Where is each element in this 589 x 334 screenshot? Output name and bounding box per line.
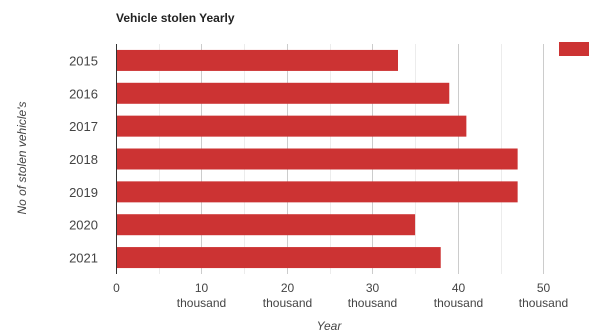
bar-2020[interactable]: [116, 214, 416, 236]
bar-2021[interactable]: [116, 247, 441, 269]
x-axis-title: Year: [317, 319, 343, 333]
bar-2015[interactable]: [116, 49, 398, 71]
x-tick-sublabel: thousand: [348, 296, 397, 310]
y-axis-title: No of stolen vehicle's: [15, 101, 29, 214]
x-tick-sublabel: thousand: [263, 296, 312, 310]
x-tick-label: 10: [195, 281, 209, 295]
bar-2016[interactable]: [116, 82, 450, 104]
legend-swatch: [559, 42, 589, 56]
x-tick-sublabel: thousand: [177, 296, 226, 310]
x-tick-sublabel: thousand: [519, 296, 568, 310]
x-tick-label: 40: [452, 281, 466, 295]
y-tick-label: 2021: [69, 251, 98, 266]
chart-title: Vehicle stolen Yearly: [116, 11, 235, 25]
y-tick-label: 2017: [69, 119, 98, 134]
x-tick-label: 20: [281, 281, 295, 295]
y-tick-label: 2015: [69, 53, 98, 68]
bar-2017[interactable]: [116, 115, 467, 137]
y-tick-label: 2019: [69, 185, 98, 200]
y-tick-label: 2018: [69, 152, 98, 167]
bar-2019[interactable]: [116, 181, 518, 203]
x-tick-label: 0: [113, 281, 120, 295]
x-tick-label: 30: [366, 281, 380, 295]
bar-2018[interactable]: [116, 148, 518, 170]
labels: 0 10thousand20thousand30thousand40thousan…: [69, 53, 568, 310]
x-tick-label: 50: [537, 281, 551, 295]
bars: [116, 49, 518, 269]
y-tick-label: 2020: [69, 218, 98, 233]
x-tick-sublabel: thousand: [434, 296, 483, 310]
y-tick-label: 2016: [69, 86, 98, 101]
